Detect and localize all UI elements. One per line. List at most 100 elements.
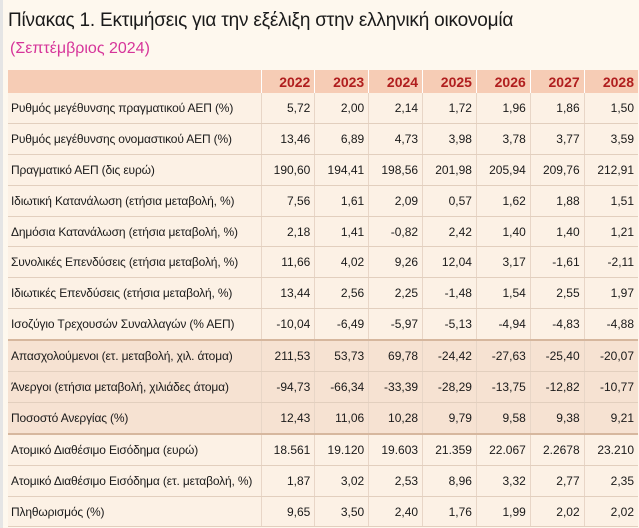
- value-cell: 2,40: [368, 496, 423, 528]
- value-cell: 3,50: [314, 496, 369, 528]
- value-cell: 3,78: [475, 123, 531, 155]
- row-label: Ατομικό Διαθέσιμο Εισόδημα (ετ. μεταβολή…: [8, 465, 261, 497]
- row-label: Ρυθμός μεγέθυνσης πραγματικού ΑΕΠ (%): [8, 93, 261, 124]
- row-label: Ατομικό Διαθέσιμο Εισόδημα (ευρώ): [8, 432, 261, 466]
- value-cell: 2.2678: [529, 432, 585, 466]
- table-row: Άνεργοι (ετήσια μεταβολή, χιλιάδες άτομα…: [8, 371, 639, 403]
- row-label: Δημόσια Κατανάλωση (ετήσια μεταβολή, %): [8, 216, 261, 248]
- value-cell: 3,02: [314, 465, 369, 497]
- table-row: Πραγματικό ΑΕΠ (δις ευρώ) 190,60 194,41 198…: [8, 154, 639, 186]
- value-cell: 212,91: [583, 154, 639, 186]
- value-cell: 5,72: [260, 93, 315, 124]
- value-cell: 69,78: [368, 339, 423, 373]
- table-row: Ατομικό Διαθέσιμο Εισόδημα (ετ. μεταβολή…: [8, 465, 639, 497]
- value-cell: 8,96: [422, 465, 477, 497]
- value-cell: -5,97: [368, 308, 423, 341]
- value-cell: -10,04: [260, 308, 315, 341]
- value-cell: 13,44: [260, 277, 315, 310]
- value-cell: -1,61: [529, 246, 585, 279]
- value-cell: 1,40: [529, 216, 585, 248]
- value-cell: -66,34: [314, 371, 369, 403]
- value-cell: 1,86: [529, 93, 585, 124]
- value-cell: 0,57: [422, 185, 477, 217]
- value-cell: -20,07: [583, 339, 639, 373]
- value-cell: 2,00: [314, 93, 369, 124]
- table-row: Ποσοστό Ανεργίας (%) 12,43 11,06 10,28 9,79 9…: [8, 402, 639, 435]
- year-header: 2027: [529, 70, 585, 93]
- value-cell: -27,63: [475, 339, 531, 373]
- value-cell: 1,21: [583, 216, 639, 248]
- year-header-row: 2022 2023 2024 2025 2026 2027 2028: [8, 70, 639, 93]
- value-cell: 9,21: [583, 402, 639, 435]
- table-row: Ιδιωτική Κατανάλωση (ετήσια μεταβολή, %)…: [8, 185, 639, 217]
- value-cell: 2,14: [368, 93, 423, 124]
- row-label: Απασχολούμενοι (ετ. μεταβολή, χιλ. άτομα…: [8, 339, 261, 373]
- value-cell: -25,40: [529, 339, 585, 373]
- value-cell: -10,77: [583, 371, 639, 403]
- economic-forecast-table: 2022 2023 2024 2025 2026 2027 2028 Ρυθμό…: [8, 70, 639, 528]
- row-label: Πληθωρισμός (%): [8, 496, 261, 528]
- value-cell: -94,73: [260, 371, 315, 403]
- value-cell: 190,60: [260, 154, 315, 186]
- value-cell: 21.359: [422, 432, 477, 466]
- value-cell: -13,75: [475, 371, 531, 403]
- value-cell: 19.120: [314, 432, 369, 466]
- row-label: Πραγματικό ΑΕΠ (δις ευρώ): [8, 154, 261, 186]
- value-cell: 1,40: [475, 216, 531, 248]
- value-cell: 2,42: [422, 216, 477, 248]
- value-cell: 1,99: [475, 496, 531, 528]
- table-row: Πληθωρισμός (%) 9,65 3,50 2,40 1,76 1,99 2,02 2…: [8, 496, 639, 528]
- value-cell: 1,88: [529, 185, 585, 217]
- value-cell: 1,87: [260, 465, 315, 497]
- value-cell: 2,02: [583, 496, 639, 528]
- value-cell: -4,94: [475, 308, 531, 341]
- table-row: Ρυθμός μεγέθυνσης ονομαστικού ΑΕΠ (%) 13,…: [8, 123, 639, 155]
- value-cell: -2,11: [583, 246, 639, 279]
- year-header: 2023: [314, 70, 369, 93]
- table-row: Δημόσια Κατανάλωση (ετήσια μεταβολή, %) 2…: [8, 216, 639, 248]
- value-cell: 2,18: [260, 216, 315, 248]
- table-title: Πίνακας 1. Εκτιμήσεις για την εξέλιξη στ…: [8, 10, 514, 31]
- value-cell: -28,29: [422, 371, 477, 403]
- table-subtitle: (Σεπτέμβριος 2024): [10, 40, 150, 57]
- value-cell: -1,48: [422, 277, 477, 310]
- value-cell: 1,72: [422, 93, 477, 124]
- left-edge-divider: [0, 0, 3, 528]
- value-cell: 9,58: [475, 402, 531, 435]
- value-cell: 1,96: [475, 93, 531, 124]
- value-cell: -6,49: [314, 308, 369, 341]
- value-cell: 2,09: [368, 185, 423, 217]
- row-label: Άνεργοι (ετήσια μεταβολή, χιλιάδες άτομα…: [8, 371, 261, 403]
- value-cell: 3,32: [475, 465, 531, 497]
- value-cell: 22.067: [475, 432, 531, 466]
- value-cell: 4,73: [368, 123, 423, 155]
- row-label: Ρυθμός μεγέθυνσης ονομαστικού ΑΕΠ (%): [8, 123, 261, 155]
- value-cell: 2,56: [314, 277, 369, 310]
- table-row: Ιδιωτικές Επενδύσεις (ετήσια μεταβολή, %…: [8, 277, 639, 310]
- value-cell: 3,77: [529, 123, 585, 155]
- table-row: Ισοζύγιο Τρεχουσών Συναλλαγών (% ΑΕΠ) -10…: [8, 308, 639, 341]
- value-cell: 1,50: [583, 93, 639, 124]
- value-cell: 9,79: [422, 402, 477, 435]
- value-cell: 1,62: [475, 185, 531, 217]
- year-header: 2026: [475, 70, 531, 93]
- value-cell: 19.603: [368, 432, 423, 466]
- value-cell: 4,02: [314, 246, 369, 279]
- value-cell: 205,94: [475, 154, 531, 186]
- value-cell: 194,41: [314, 154, 369, 186]
- value-cell: 2,25: [368, 277, 423, 310]
- year-header: 2022: [260, 70, 315, 93]
- table-row: Συνολικές Επενδύσεις (ετήσια μεταβολή, %…: [8, 246, 639, 279]
- value-cell: 1,61: [314, 185, 369, 217]
- value-cell: 9,26: [368, 246, 423, 279]
- value-cell: -0,82: [368, 216, 423, 248]
- value-cell: 1,51: [583, 185, 639, 217]
- value-cell: 2,77: [529, 465, 585, 497]
- value-cell: 201,98: [422, 154, 477, 186]
- row-label: Συνολικές Επενδύσεις (ετήσια μεταβολή, %…: [8, 246, 261, 279]
- value-cell: -12,82: [529, 371, 585, 403]
- year-header: 2025: [422, 70, 477, 93]
- row-label: Ισοζύγιο Τρεχουσών Συναλλαγών (% ΑΕΠ): [8, 308, 261, 341]
- value-cell: 11,66: [260, 246, 315, 279]
